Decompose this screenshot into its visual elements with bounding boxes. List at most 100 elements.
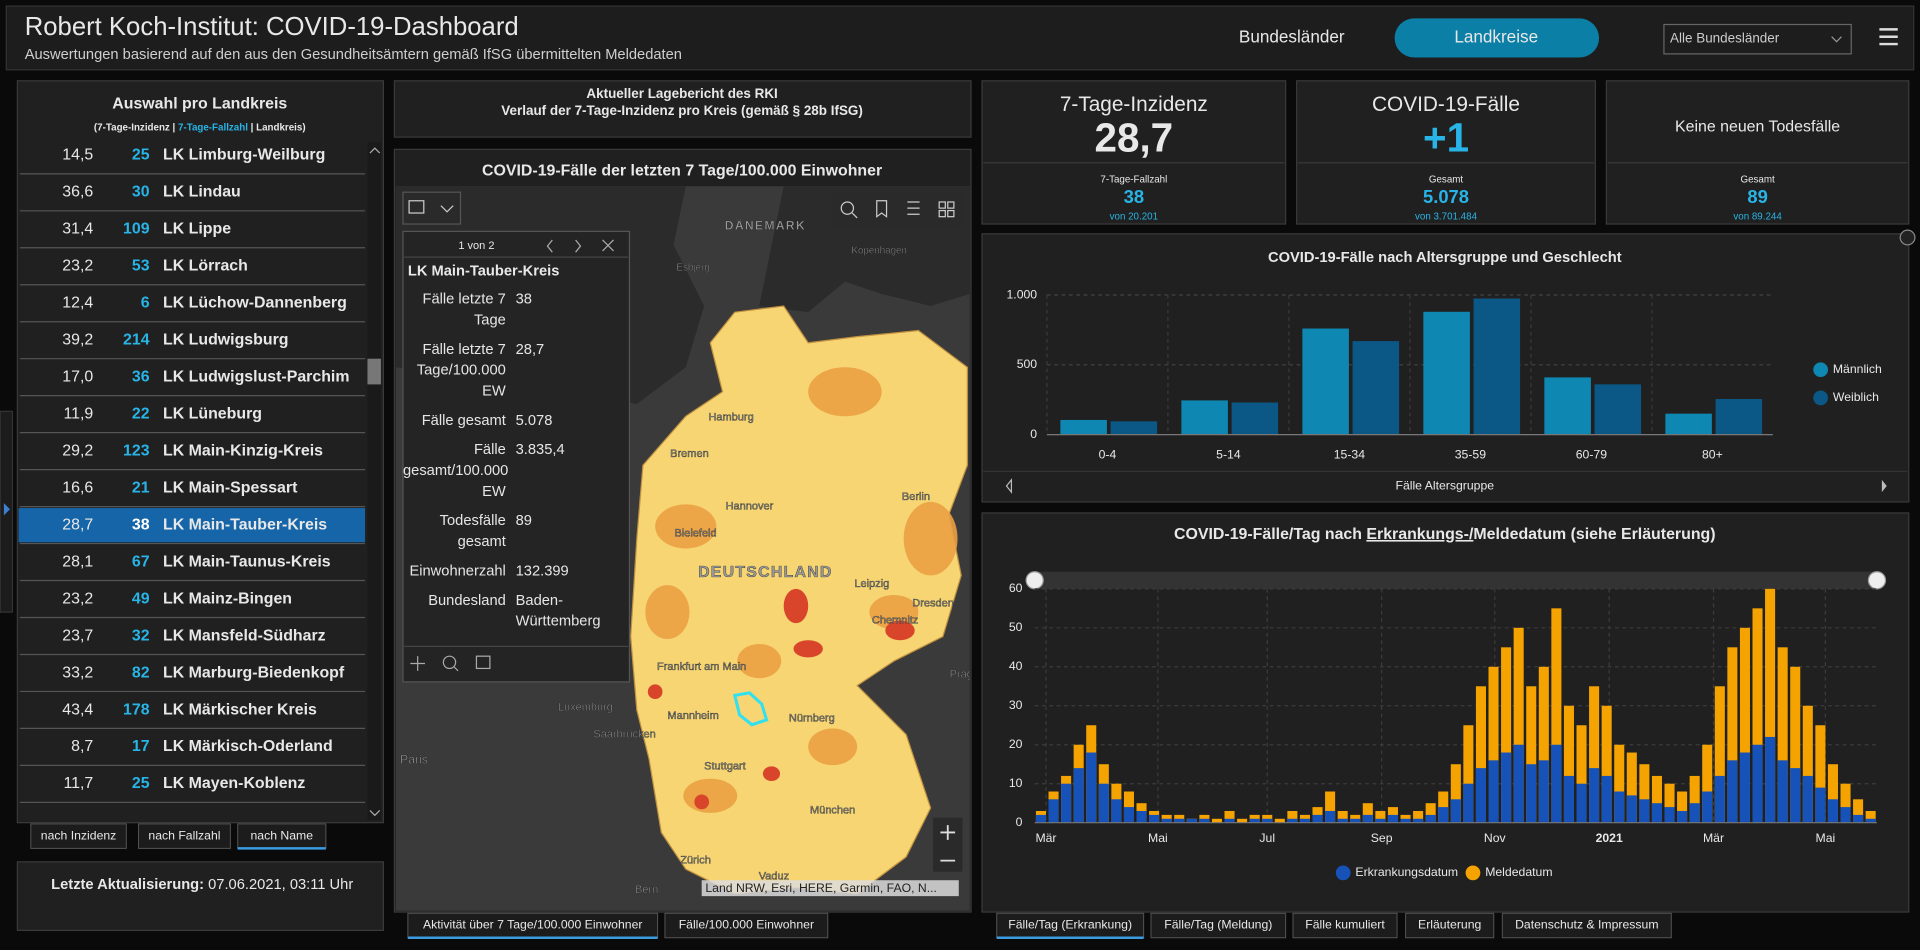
nav-button-active[interactable] bbox=[1394, 18, 1600, 58]
row-incidence[interactable]: 17,0 bbox=[62, 369, 93, 386]
row-name[interactable]: LK Main-Kinzig-Kreis bbox=[163, 442, 323, 459]
row-incidence[interactable]: 43,4 bbox=[62, 701, 93, 718]
row-incidence[interactable]: 8,7 bbox=[71, 738, 93, 755]
sort-button-label[interactable]: nach Fallzahl bbox=[148, 828, 220, 842]
tab[interactable] bbox=[996, 912, 1145, 939]
sort-button-label[interactable]: nach Inzidenz bbox=[41, 828, 117, 842]
popup-actions[interactable] bbox=[410, 655, 491, 672]
row-count[interactable]: 30 bbox=[132, 184, 150, 201]
map-toolbar-icons[interactable] bbox=[840, 200, 955, 219]
row-name[interactable]: LK Ludwigslust-Parchim bbox=[163, 369, 349, 386]
row-incidence[interactable]: 23,2 bbox=[62, 590, 93, 607]
row-incidence[interactable]: 39,2 bbox=[62, 332, 93, 349]
row-name[interactable]: LK Märkisch-Oderland bbox=[163, 738, 333, 755]
row-incidence[interactable]: 11,7 bbox=[63, 775, 93, 792]
row-count[interactable]: 25 bbox=[132, 775, 150, 792]
sort-button[interactable] bbox=[30, 823, 127, 849]
row-count[interactable]: 22 bbox=[132, 405, 150, 422]
row-incidence[interactable]: 16,6 bbox=[62, 479, 93, 496]
row-incidence[interactable]: 28,1 bbox=[62, 553, 93, 570]
row-incidence[interactable]: 11,9 bbox=[63, 405, 93, 422]
popup-controls[interactable] bbox=[546, 239, 614, 253]
row-incidence[interactable]: 36,6 bbox=[62, 184, 93, 201]
tab-label[interactable]: Fälle kumuliert bbox=[1305, 918, 1385, 932]
tab-label[interactable]: Aktivität über 7 Tage/100.000 Einwohner bbox=[423, 918, 642, 932]
row-incidence[interactable]: 14,5 bbox=[62, 147, 93, 164]
tab[interactable] bbox=[1501, 912, 1672, 939]
row-name[interactable]: LK Märkischer Kreis bbox=[163, 701, 317, 718]
tab-label[interactable]: Fälle/100.000 Einwohner bbox=[679, 918, 814, 932]
map-tool[interactable] bbox=[402, 191, 462, 225]
row-incidence[interactable]: 33,2 bbox=[62, 664, 93, 681]
update-text: Letzte Aktualisierung: 07.06.2021, 03:11… bbox=[51, 877, 353, 893]
tab[interactable] bbox=[1405, 912, 1495, 939]
scroll-up[interactable] bbox=[369, 147, 381, 154]
row-count[interactable]: 67 bbox=[132, 553, 150, 570]
row-name[interactable]: LK Mainz-Bingen bbox=[163, 590, 292, 607]
row-name[interactable]: LK Main-Taunus-Kreis bbox=[163, 553, 331, 570]
row-name[interactable]: LK Lindau bbox=[163, 184, 241, 201]
scroll-right[interactable] bbox=[1881, 479, 1887, 493]
row-name[interactable]: LK Mansfeld-Südharz bbox=[163, 627, 326, 644]
row-incidence[interactable]: 31,4 bbox=[62, 221, 93, 238]
row-selected[interactable] bbox=[18, 508, 366, 543]
row-count[interactable]: 178 bbox=[123, 701, 150, 718]
row-count[interactable]: 53 bbox=[132, 258, 150, 275]
row-incidence[interactable]: 29,2 bbox=[62, 442, 93, 459]
row-count[interactable]: 82 bbox=[132, 664, 150, 681]
tab-label[interactable]: Fälle/Tag (Erkrankung) bbox=[1008, 918, 1132, 932]
sort-button[interactable] bbox=[237, 823, 327, 849]
report-line[interactable]: Aktueller Lagebericht des RKI bbox=[586, 86, 777, 101]
tab[interactable] bbox=[664, 912, 829, 939]
row-incidence[interactable]: 12,4 bbox=[62, 295, 93, 312]
row-name[interactable]: LK Main-Tauber-Kreis bbox=[163, 516, 327, 533]
row-count[interactable]: 21 bbox=[132, 479, 150, 496]
x-tick-label: 0-4 bbox=[1099, 448, 1117, 462]
sort-button-label[interactable]: nach Name bbox=[250, 828, 313, 842]
tab[interactable] bbox=[1292, 912, 1398, 939]
menu-icon[interactable] bbox=[1879, 28, 1898, 46]
row-count[interactable]: 17 bbox=[132, 738, 150, 755]
scroll-down[interactable] bbox=[369, 810, 381, 817]
tab-label[interactable]: Datenschutz & Impressum bbox=[1515, 918, 1658, 932]
tab[interactable] bbox=[1150, 912, 1287, 939]
row-name[interactable]: LK Main-Spessart bbox=[163, 479, 298, 496]
row-count[interactable]: 25 bbox=[132, 147, 150, 164]
region-select[interactable] bbox=[1663, 23, 1852, 55]
nav-button[interactable]: Landkreise bbox=[1454, 26, 1538, 46]
nav-button[interactable]: Bundesländer bbox=[1239, 26, 1345, 46]
row-name[interactable]: LK Mayen-Koblenz bbox=[163, 775, 305, 792]
fullscreen-button[interactable] bbox=[1899, 229, 1916, 246]
row-name[interactable]: LK Lörrach bbox=[163, 258, 248, 275]
report-line[interactable]: Verlauf der 7-Tage-Inzidenz pro Kreis (g… bbox=[501, 103, 863, 118]
row-name[interactable]: LK Lüchow-Dannenberg bbox=[163, 295, 347, 312]
row-name[interactable]: LK Marburg-Biedenkopf bbox=[163, 664, 345, 681]
row-name[interactable]: LK Lüneburg bbox=[163, 405, 262, 422]
row-count[interactable]: 6 bbox=[141, 295, 150, 312]
range-handle[interactable] bbox=[1867, 571, 1887, 590]
row-name[interactable]: LK Ludwigsburg bbox=[163, 332, 288, 349]
row-count[interactable]: 32 bbox=[132, 627, 150, 644]
row-name[interactable]: LK Limburg-Weilburg bbox=[163, 147, 325, 164]
tab-label[interactable]: Erläuterung bbox=[1418, 918, 1481, 932]
bar bbox=[1450, 799, 1461, 823]
tab-label[interactable]: Fälle/Tag (Meldung) bbox=[1164, 918, 1272, 932]
row-name[interactable]: LK Lippe bbox=[163, 221, 231, 238]
row-count[interactable]: 49 bbox=[132, 590, 150, 607]
range-handle[interactable] bbox=[1025, 571, 1044, 590]
tab[interactable] bbox=[407, 912, 659, 939]
row-count[interactable]: 214 bbox=[123, 332, 150, 349]
sort-button[interactable] bbox=[138, 823, 231, 849]
scrollbar-thumb[interactable] bbox=[367, 358, 381, 385]
row-count[interactable]: 38 bbox=[132, 516, 150, 533]
row-incidence[interactable]: 23,2 bbox=[62, 258, 93, 275]
row-incidence[interactable]: 23,7 bbox=[62, 627, 93, 644]
bar bbox=[1639, 764, 1650, 823]
scroll-left[interactable] bbox=[1005, 478, 1013, 494]
row-count[interactable]: 109 bbox=[123, 221, 150, 238]
row-count[interactable]: 36 bbox=[132, 369, 150, 386]
row-count[interactable]: 123 bbox=[123, 442, 150, 459]
bar bbox=[1061, 783, 1072, 823]
range-slider[interactable] bbox=[1034, 571, 1877, 589]
row-incidence[interactable]: 28,7 bbox=[62, 516, 93, 533]
